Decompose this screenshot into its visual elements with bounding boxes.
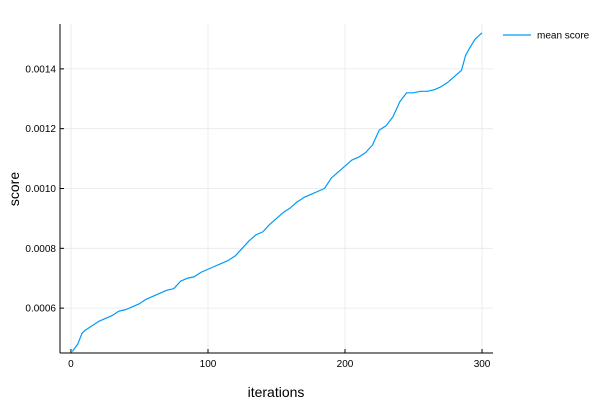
legend: mean score bbox=[503, 31, 590, 42]
y-tick-label-2: 0.0010 bbox=[25, 184, 56, 195]
series-line-mean-score bbox=[71, 32, 483, 352]
x-tick-label-3: 300 bbox=[474, 359, 491, 370]
legend-label-mean-score: mean score bbox=[537, 31, 590, 42]
y-tick-label-3: 0.0012 bbox=[25, 124, 56, 135]
series-layer bbox=[71, 32, 483, 352]
x-tick-label-0: 0 bbox=[68, 359, 74, 370]
x-tick-label-2: 200 bbox=[337, 359, 354, 370]
y-axis-title: score bbox=[6, 172, 22, 206]
axes bbox=[59, 24, 493, 354]
x-tick-label-1: 100 bbox=[200, 359, 217, 370]
y-tick-label-1: 0.0008 bbox=[25, 244, 56, 255]
y-tick-label-0: 0.0006 bbox=[25, 304, 56, 315]
y-tick-label-4: 0.0014 bbox=[25, 64, 56, 75]
tick-labels: 0 100 200 300 0.0006 0.0008 0.0010 0.0012 0.0014 bbox=[25, 64, 490, 370]
grid bbox=[60, 24, 493, 353]
x-axis-title: iterations bbox=[248, 384, 305, 400]
